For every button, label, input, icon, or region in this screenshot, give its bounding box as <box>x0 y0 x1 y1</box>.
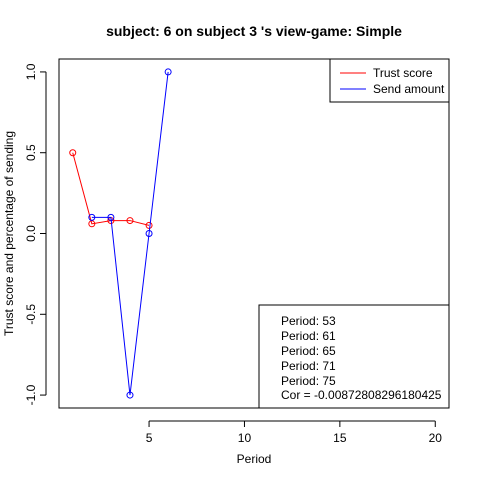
series-send-amount <box>88 68 172 399</box>
y-tick-label-1: -0.5 <box>24 304 38 325</box>
series-layer <box>69 68 172 399</box>
x-tick-label-15: 15 <box>333 431 347 445</box>
y-tick-label-4: 1.0 <box>24 63 38 80</box>
info-line-period-3: Period: 65 <box>281 344 336 358</box>
x-tick-label-10: 10 <box>238 431 252 445</box>
y-tick-label-2: 0.0 <box>24 225 38 242</box>
y-tick-label-0: -1.0 <box>24 384 38 405</box>
data-point-send-amount-3 <box>145 230 153 237</box>
x-tick-label-5: 5 <box>146 431 153 445</box>
legend-label-send-amount: Send amount <box>373 82 445 96</box>
data-point-send-amount-2 <box>126 391 134 399</box>
data-point-send-amount-1 <box>107 213 115 221</box>
chart-title: subject: 6 on subject 3 's view-game: Si… <box>106 23 402 39</box>
legend: Trust score Send amount <box>329 58 450 103</box>
info-line-period-2: Period: 61 <box>281 329 336 343</box>
info-box: Period: 53 Period: 61 Period: 65 Period:… <box>258 304 450 409</box>
series-line-send-amount <box>91 71 169 396</box>
y-axis-label: Trust score and percentage of sending <box>2 131 16 336</box>
info-line-correlation: Cor = -0.00872808296180425 <box>281 388 442 402</box>
x-axis-label: Period <box>237 452 272 466</box>
info-line-period-4: Period: 71 <box>281 359 336 373</box>
y-tick-label-3: 0.5 <box>24 144 38 161</box>
data-point-trust-score-4 <box>145 221 153 229</box>
data-point-trust-score-0 <box>69 149 77 157</box>
plot-frame <box>58 58 450 409</box>
info-line-period-1: Period: 53 <box>281 314 336 328</box>
legend-label-trust-score: Trust score <box>373 66 433 80</box>
legend-box <box>329 58 450 103</box>
data-point-send-amount-0 <box>88 213 96 221</box>
info-box-frame <box>258 304 450 409</box>
x-axis: 5 10 15 20 <box>146 420 443 445</box>
data-point-trust-score-3 <box>126 217 134 225</box>
y-axis: -1.0 -0.5 0.0 0.5 1.0 <box>24 63 47 405</box>
x-tick-label-20: 20 <box>429 431 443 445</box>
info-line-period-5: Period: 75 <box>281 374 336 388</box>
data-point-send-amount-4 <box>164 68 172 76</box>
